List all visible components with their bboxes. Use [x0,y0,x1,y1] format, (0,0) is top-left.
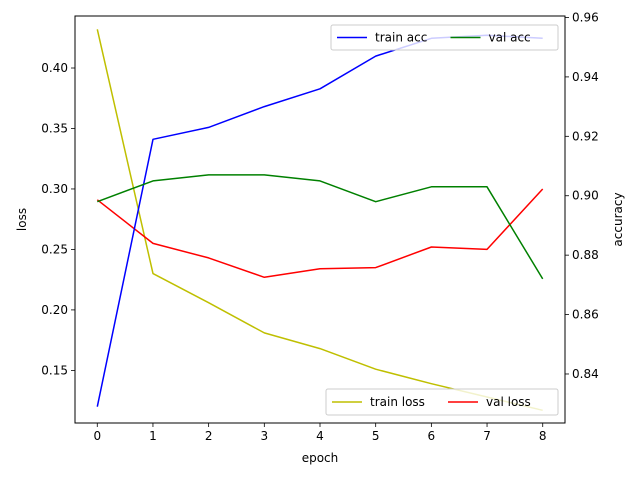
ticks-layer: 0 1 2 3 4 5 6 7 8 0.15 0.20 0.25 0.30 0.35 0.40 0.84 0.8… [41,10,598,443]
x-tick-label: 7 [483,429,491,443]
series-line-val-acc [97,174,544,280]
left-y-tick-label: 0.25 [41,242,68,256]
x-tick-label: 4 [316,429,324,443]
x-tick-label: 2 [205,429,213,443]
right-y-tick-label: 0.92 [572,129,599,143]
right-y-tick-label: 0.94 [572,70,599,84]
x-tick-label: 0 [93,429,101,443]
left-y-tick-label: 0.35 [41,121,68,135]
right-y-tick-label: 0.88 [572,248,599,262]
right-y-tick-label: 0.96 [572,10,599,24]
legend-box [325,388,559,416]
legend-loss: train loss val loss [325,388,559,416]
left-y-tick-label: 0.40 [41,61,68,75]
left-y-tick-label: 0.20 [41,303,68,317]
legend-label-train-loss: train loss [370,395,425,409]
right-y-tick-label: 0.86 [572,308,599,322]
x-tick-label: 6 [428,429,436,443]
left-y-axis-label: loss [15,208,29,231]
right-y-tick-label: 0.84 [572,367,599,381]
x-tick-label: 8 [539,429,547,443]
left-y-tick-label: 0.15 [41,363,68,377]
right-y-axis-label: accuracy [611,192,625,246]
right-y-tick-label: 0.90 [572,189,599,203]
legend-label-train-acc: train acc [375,31,427,45]
legend-label-val-acc: val acc [489,31,531,45]
legend-box [330,24,559,51]
legend-accuracy: train acc val acc [330,24,559,51]
series-line-val-loss [96,188,544,279]
x-tick-label: 3 [260,429,268,443]
x-tick-label: 1 [149,429,157,443]
left-y-tick-label: 0.30 [41,182,68,196]
x-tick-label: 5 [372,429,380,443]
legend-label-val-loss: val loss [486,395,531,409]
x-axis-label: epoch [302,451,339,465]
